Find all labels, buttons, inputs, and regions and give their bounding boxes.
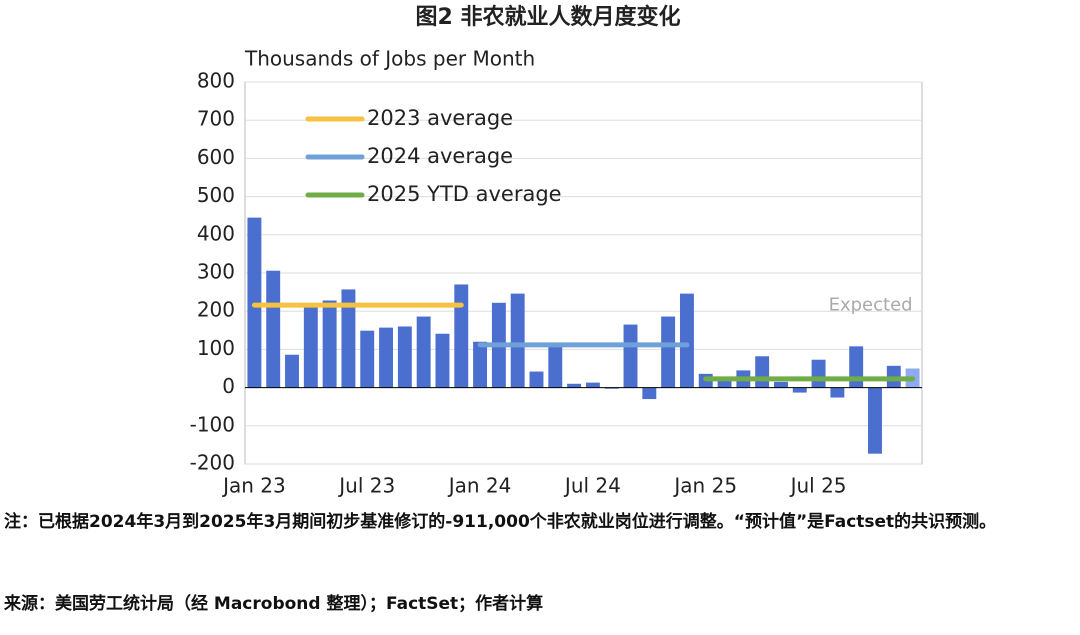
y-tick-label: -100 [190,412,235,436]
legend-label: 2024 average [367,144,513,168]
bar [303,305,318,388]
bar [661,316,676,388]
x-tick-label: Jul 23 [337,474,395,498]
y-tick-label: 700 [197,107,235,131]
bar [830,387,845,398]
bar [868,387,882,454]
bar [623,324,638,388]
x-tick-label: Jan 25 [672,474,737,498]
bar [811,359,826,388]
bar [285,354,299,388]
y-axis-label: Thousands of Jobs per Month [244,47,535,71]
bar [379,327,393,388]
bar [266,270,281,388]
x-tick-label: Jan 23 [221,474,286,498]
source: 来源：美国劳工统计局（经 Macrobond 整理）；FactSet；作者计算 [4,594,544,614]
bar [454,284,469,388]
bar [717,379,732,388]
bar [360,330,375,388]
y-tick-label: 400 [197,221,235,245]
y-tick-label: 500 [197,183,235,207]
bar [792,387,807,393]
x-tick-label: Jan 24 [447,474,512,498]
note: 注：已根据2024年3月到2025年3月期间初步基准修订的-911,000个非农… [4,512,997,532]
bar [416,316,431,388]
x-tick-label: Jul 24 [563,474,621,498]
bar [322,300,337,388]
annotation: Expected [829,294,913,315]
bar [679,293,694,388]
bar [849,346,864,388]
chart-title: 图2 非农就业人数月度变化 [416,4,681,30]
y-tick-label: 0 [222,374,235,398]
bar [774,381,788,388]
bar [473,341,488,388]
bar [567,383,582,388]
legend-label: 2025 YTD average [367,182,562,206]
bar [548,346,563,388]
chart: 图2 非农就业人数月度变化 Thousands of Jobs per Mont… [190,4,923,498]
bar [435,333,450,388]
y-tick-label: 200 [197,298,235,322]
legend-label: 2023 average [367,106,513,130]
y-tick-label: 100 [197,336,235,360]
bar [585,382,600,388]
bar [529,371,544,388]
y-tick-label: -200 [190,451,235,475]
x-tick-label: Jul 25 [789,474,847,498]
y-tick-label: 300 [197,260,235,284]
y-tick-label: 600 [197,145,235,169]
bar [397,326,412,388]
bar [755,356,770,388]
bar [642,387,657,400]
bar [604,387,619,389]
bar [341,289,356,388]
bar [510,293,525,388]
y-tick-label: 800 [197,69,235,93]
